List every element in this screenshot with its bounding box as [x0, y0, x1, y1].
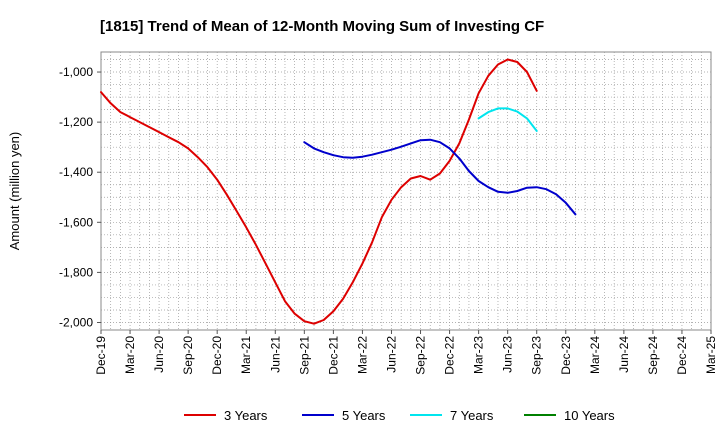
y-tick-label: -1,000: [59, 65, 93, 79]
x-axis-ticks: Dec-19 Mar-20 Jun-20 Sep-20 Dec-20 Mar-21 Jun-…: [94, 330, 718, 375]
x-tick-label: Dec-24: [675, 336, 689, 375]
y-axis-ticks: -1,000 -1,200 -1,400 -1,600 -1,800 -2,000: [59, 65, 101, 329]
x-tick-label: Mar-20: [123, 336, 137, 374]
y-tick-label: -1,200: [59, 115, 93, 129]
legend-label: 10 Years: [564, 408, 615, 423]
x-tick-label: Dec-21: [326, 336, 340, 375]
x-tick-label: Sep-21: [297, 336, 311, 375]
x-tick-label: Jun-20: [152, 336, 166, 373]
x-tick-label: Jun-21: [268, 336, 282, 373]
x-tick-label: Dec-23: [559, 336, 573, 375]
legend: 3 Years 5 Years 7 Years 10 Years: [184, 408, 615, 423]
x-tick-label: Mar-23: [472, 336, 486, 374]
x-tick-label: Jun-24: [617, 336, 631, 373]
x-tick-label: Dec-20: [210, 336, 224, 375]
x-tick-label: Sep-22: [414, 336, 428, 375]
series-line-5-years: [303, 138, 577, 216]
legend-label: 3 Years: [224, 408, 268, 423]
y-tick-label: -1,800: [59, 265, 93, 279]
x-tick-label: Sep-23: [530, 336, 544, 375]
series-line-3-years: [100, 58, 538, 325]
x-tick-label: Sep-24: [646, 336, 660, 375]
x-tick-label: Mar-24: [588, 336, 602, 374]
x-tick-label: Jun-22: [384, 336, 398, 373]
plot-area: [100, 51, 712, 331]
x-tick-label: Dec-22: [443, 336, 457, 375]
series-line-7-years: [477, 107, 538, 132]
legend-label: 7 Years: [450, 408, 494, 423]
y-tick-label: -1,600: [59, 215, 93, 229]
x-tick-label: Mar-22: [355, 336, 369, 374]
x-tick-label: Mar-25: [704, 336, 718, 374]
x-tick-label: Sep-20: [181, 336, 195, 375]
series-layer: [100, 58, 577, 325]
x-tick-label: Mar-21: [239, 336, 253, 374]
legend-label: 5 Years: [342, 408, 386, 423]
vertical-grid: [110, 52, 702, 330]
y-tick-label: -1,400: [59, 165, 93, 179]
y-axis-label: Amount (million yen): [7, 132, 22, 251]
y-tick-label: -2,000: [59, 315, 93, 329]
x-tick-label: Jun-23: [501, 336, 515, 373]
chart-title: [1815] Trend of Mean of 12-Month Moving …: [100, 18, 544, 35]
x-tick-label: Dec-19: [94, 336, 108, 375]
